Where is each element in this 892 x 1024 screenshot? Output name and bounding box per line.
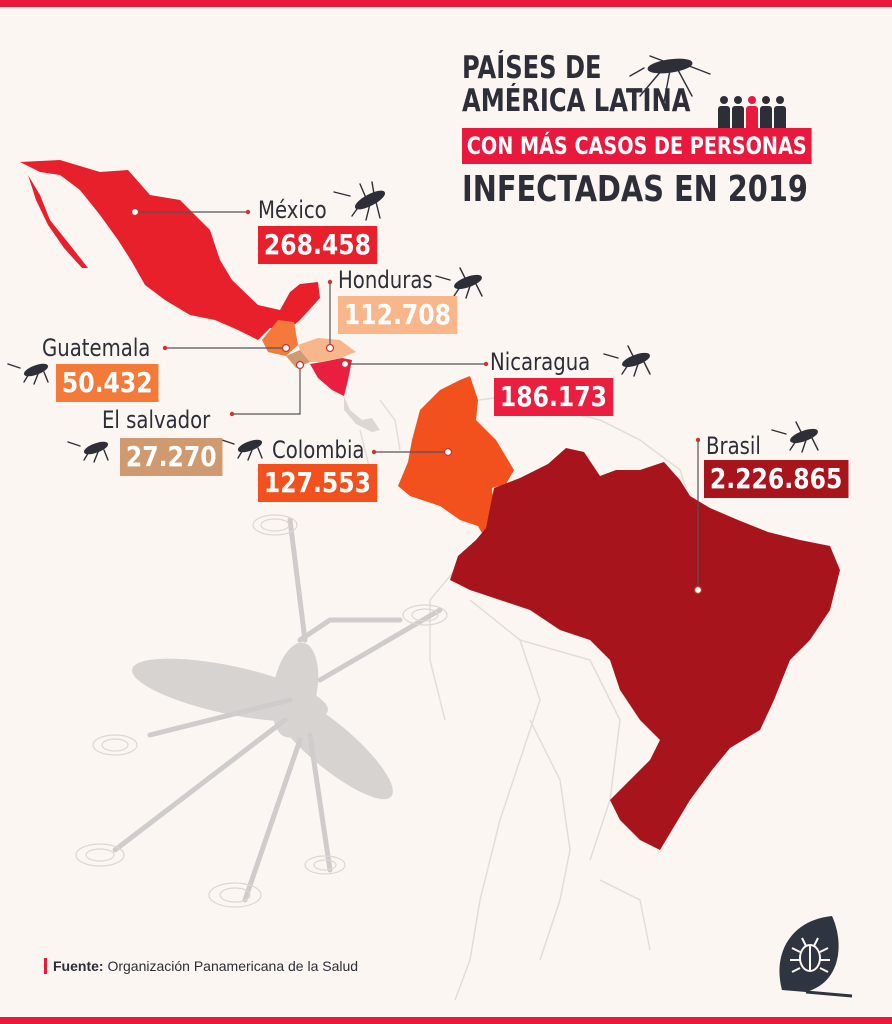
top-accent-bar [0,0,892,7]
source-label: Fuente: [53,958,104,974]
value-badge-nicaragua: 186.173 [494,378,613,416]
value-badge-guatemala: 50.432 [56,364,159,402]
country-label-guatemala: Guatemala [42,334,151,362]
leaf-bug-logo [779,916,853,998]
mosquito-icon [435,267,483,299]
mosquito-icon [771,421,819,453]
map-region-colombia [398,376,514,540]
bottom-accent-bar [0,1017,892,1024]
mosquito-icon [7,363,49,385]
title-line-4: INFECTADAS EN 2019 [462,169,808,210]
source-note: Fuente: Organización Panamericana de la … [44,958,358,974]
value-badge-el-salvador: 27.270 [120,438,223,476]
mosquito-icon [333,181,386,221]
value-badge-mexico: 268.458 [258,226,377,264]
infographic-title: PAÍSES DE AMÉRICA LATINA CON MÁS CASOS D… [462,52,892,210]
title-highlight: CON MÁS CASOS DE PERSONAS [462,128,812,164]
large-mosquito-silhouette [112,517,443,903]
mosquito-icon [629,55,711,103]
country-label-colombia: Colombia [272,436,365,464]
mosquito-icon [603,345,651,377]
value-badge-honduras: 112.708 [338,296,457,334]
country-label-brasil: Brasil [706,432,761,460]
value-badge-colombia: 127.553 [258,464,377,502]
country-label-nicaragua: Nicaragua [490,348,591,376]
country-label-mexico: México [258,196,327,224]
value-badge-brasil: 2.226.865 [704,460,849,498]
country-label-honduras: Honduras [338,266,433,294]
country-label-el-salvador: El salvador [102,406,211,434]
title-line-1: PAÍSES DE [462,50,602,86]
map-region-nicaragua [310,358,352,396]
map-region-brasil [450,448,840,850]
source-text: Organización Panamericana de la Salud [107,958,359,974]
mosquito-icon [67,441,109,463]
mosquito-icon [221,439,263,461]
title-line-2: AMÉRICA LATINA [462,83,691,119]
map-region-el-salvador [286,350,310,368]
map-region-mexico [20,160,320,340]
